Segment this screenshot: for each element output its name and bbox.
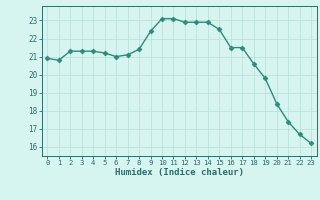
X-axis label: Humidex (Indice chaleur): Humidex (Indice chaleur) <box>115 168 244 177</box>
